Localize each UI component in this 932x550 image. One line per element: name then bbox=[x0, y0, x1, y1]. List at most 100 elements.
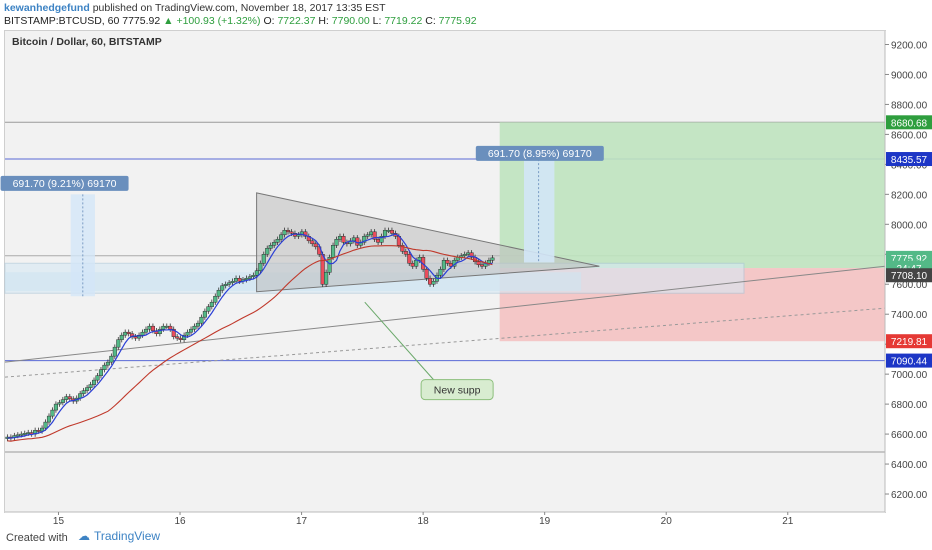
candle-body bbox=[261, 254, 266, 264]
candle-body bbox=[400, 245, 405, 252]
y-tick-label: 6800.00 bbox=[891, 400, 928, 411]
price-tag-label: 7090.44 bbox=[891, 357, 928, 368]
candle-body bbox=[296, 234, 301, 237]
publish-info: published on TradingView.com, November 1… bbox=[92, 2, 386, 14]
candle-body bbox=[251, 274, 256, 277]
y-tick-label: 6400.00 bbox=[891, 460, 928, 471]
candle-body bbox=[247, 276, 252, 279]
candle-body bbox=[15, 434, 20, 437]
price-tag: 7708.10 bbox=[886, 268, 932, 283]
candle-body bbox=[85, 387, 90, 391]
price-tag: 8680.68 bbox=[886, 115, 932, 130]
candle-body bbox=[102, 364, 107, 370]
candle-body bbox=[143, 328, 149, 333]
price-chart[interactable]: 691.70 (9.21%) 69170 691.70 (8.95%) 69170… bbox=[0, 0, 932, 526]
candle-body bbox=[227, 282, 232, 285]
candle-body bbox=[105, 361, 110, 366]
tradingview-logo[interactable]: ☁ TradingView bbox=[74, 529, 160, 543]
candle-body bbox=[237, 277, 242, 282]
candle-body bbox=[386, 230, 391, 232]
y-tick-label: 6600.00 bbox=[891, 430, 928, 441]
candle-body bbox=[362, 236, 367, 243]
y-tick-label: 9000.00 bbox=[891, 70, 928, 81]
candle-body bbox=[109, 355, 114, 363]
candle-body bbox=[220, 285, 225, 291]
close-value: 7775.92 bbox=[438, 15, 477, 27]
candle-body bbox=[150, 325, 155, 331]
price-tag-label: 7775.92 bbox=[891, 254, 928, 265]
tradingview-brand: TradingView bbox=[94, 529, 161, 543]
candle-body bbox=[438, 269, 443, 276]
ma-slow-line bbox=[7, 245, 493, 442]
publish-line: kewanhedgefund published on TradingView.… bbox=[4, 2, 386, 14]
candle-body bbox=[123, 331, 128, 336]
candle-body bbox=[341, 236, 346, 243]
x-axis-panel bbox=[5, 512, 885, 525]
candle-body bbox=[161, 325, 166, 330]
author-link[interactable]: kewanhedgefund bbox=[4, 2, 90, 14]
x-tick-label: 21 bbox=[782, 516, 794, 526]
candle-body bbox=[407, 254, 412, 264]
candle-body bbox=[57, 402, 62, 405]
candle-body bbox=[168, 325, 173, 330]
candle-body bbox=[164, 325, 169, 328]
measure-label-bg bbox=[0, 175, 129, 191]
last-price: 7775.92 bbox=[122, 15, 161, 27]
candle-body bbox=[327, 257, 332, 273]
candle-body bbox=[22, 433, 27, 435]
candle-body bbox=[254, 270, 259, 276]
candle-body bbox=[213, 295, 218, 303]
candle-body bbox=[209, 301, 214, 307]
y-tick-label: 7400.00 bbox=[891, 310, 928, 321]
candle-body bbox=[137, 334, 142, 339]
chart-title: Bitcoin / Dollar, 60, BITSTAMP bbox=[12, 36, 162, 48]
candle-body bbox=[26, 432, 31, 435]
candle-body bbox=[95, 375, 100, 381]
candle-body bbox=[199, 316, 204, 324]
candle-body bbox=[112, 346, 117, 357]
price-tag-bg bbox=[886, 268, 932, 283]
candle-body bbox=[462, 254, 467, 257]
candle-body bbox=[490, 257, 495, 261]
price-tag-label: 7708.10 bbox=[891, 271, 928, 282]
measure-label-text: 691.70 (8.95%) 69170 bbox=[488, 148, 592, 160]
candle-body bbox=[379, 236, 384, 243]
candle-body bbox=[414, 260, 419, 267]
created-with-label: Created with bbox=[6, 532, 68, 544]
candle-body bbox=[310, 240, 315, 245]
profit-zone bbox=[499, 122, 885, 269]
price-tag: 8435.57 bbox=[886, 152, 932, 167]
candle-body bbox=[64, 396, 69, 400]
price-tag-bg bbox=[886, 353, 932, 368]
candle-body bbox=[282, 230, 287, 236]
x-tick-label: 19 bbox=[539, 516, 551, 526]
price-tag-bg bbox=[886, 334, 932, 349]
candle-body bbox=[476, 261, 481, 266]
candle-body bbox=[185, 331, 190, 336]
candle-body bbox=[43, 421, 48, 429]
y-tick-label: 8800.00 bbox=[891, 100, 928, 111]
candle-body bbox=[147, 325, 152, 330]
candle-body bbox=[133, 336, 138, 339]
annotation-callout: New supp bbox=[420, 379, 494, 401]
y-tick-label: 6200.00 bbox=[891, 490, 928, 501]
candle-body bbox=[324, 271, 329, 285]
candle-body bbox=[126, 331, 131, 334]
candle-body bbox=[36, 430, 41, 432]
measure-box-1 bbox=[70, 194, 95, 297]
x-tick-label: 17 bbox=[296, 516, 308, 526]
price-tag-bg bbox=[886, 152, 932, 167]
candle-body bbox=[50, 409, 55, 417]
candle-body bbox=[431, 280, 436, 285]
price-change: ▲ +100.93 (+1.32%) bbox=[163, 15, 261, 27]
y-tick-label: 7600.00 bbox=[891, 280, 928, 291]
candle-body bbox=[19, 433, 24, 436]
cloud-icon: ☁ bbox=[78, 529, 90, 543]
candle-body bbox=[140, 331, 145, 336]
candle-body bbox=[337, 236, 343, 240]
candle-body bbox=[230, 280, 235, 283]
price-tag: 7090.44 bbox=[886, 353, 932, 368]
candle-body bbox=[223, 283, 228, 286]
candle-body bbox=[334, 239, 339, 246]
price-tag-bg bbox=[886, 115, 932, 130]
